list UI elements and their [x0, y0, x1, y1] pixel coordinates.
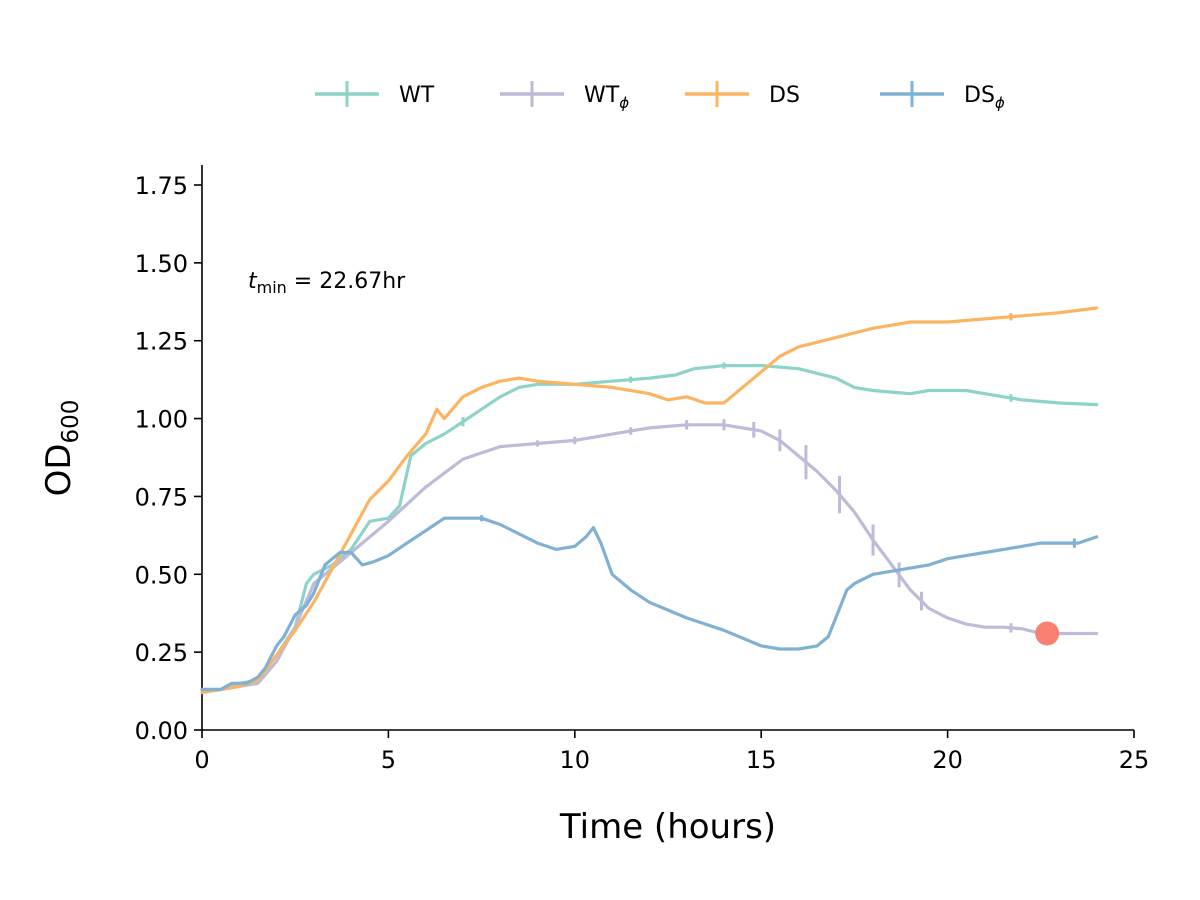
- y-axis-label-sub: 600: [58, 400, 84, 444]
- y-tick-label: 0.25: [135, 639, 188, 667]
- y-axis-label: OD600: [39, 400, 84, 497]
- tmin-marker: [1035, 621, 1060, 646]
- x-tick-label: 0: [194, 746, 209, 774]
- legend-label: WTϕ: [584, 83, 629, 112]
- x-tick-label: 5: [381, 746, 396, 774]
- y-axis-label-main: OD: [39, 443, 79, 496]
- legend: WT WTϕ DS DSϕ: [315, 81, 1005, 112]
- tmin-value: = 22.67hr: [287, 269, 406, 294]
- axes: [201, 165, 1134, 731]
- y-tick-label: 1.50: [135, 250, 188, 278]
- tmin-annotation: tmin = 22.67hr: [248, 269, 406, 297]
- plot-area: [200, 306, 1099, 695]
- x-tick-label: 10: [560, 746, 591, 774]
- series-line: [200, 364, 1099, 692]
- tmin-symbol: t: [248, 269, 258, 294]
- series-ds-phi: [200, 515, 1099, 692]
- legend-item: DSϕ: [880, 81, 1005, 112]
- legend-item: WTϕ: [500, 81, 629, 112]
- x-ticks: 0 5 10 15 20 25: [194, 730, 1149, 774]
- svg-text:OD600: OD600: [39, 400, 84, 497]
- legend-label: DS: [769, 83, 800, 108]
- legend-item: DS: [685, 81, 800, 108]
- x-tick-label: 20: [932, 746, 963, 774]
- y-ticks: 0.00 0.25 0.50 0.75 1.00 1.25 1.50 1.75: [135, 172, 202, 745]
- series-wt: [200, 362, 1099, 692]
- tmin-subscript: min: [257, 278, 287, 297]
- x-tick-label: 25: [1119, 746, 1150, 774]
- series-line: [200, 306, 1099, 695]
- y-tick-label: 0.00: [135, 717, 188, 745]
- x-axis-label: Time (hours): [559, 807, 776, 847]
- legend-label: DSϕ: [964, 83, 1005, 112]
- y-tick-label: 1.75: [135, 172, 188, 200]
- series-ds: [200, 306, 1099, 695]
- y-tick-label: 1.25: [135, 328, 188, 356]
- legend-item: WT: [315, 81, 435, 108]
- y-tick-label: 0.50: [135, 561, 188, 589]
- legend-label: WT: [399, 83, 435, 108]
- x-tick-label: 15: [746, 746, 777, 774]
- y-tick-label: 0.75: [135, 483, 188, 511]
- series-line: [200, 516, 1099, 692]
- y-tick-label: 1.00: [135, 406, 188, 434]
